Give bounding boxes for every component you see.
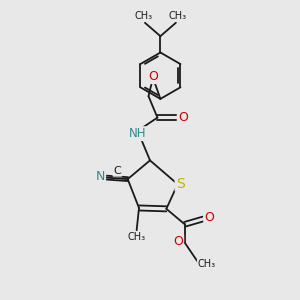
Text: O: O (204, 211, 214, 224)
Text: CH₃: CH₃ (134, 11, 152, 21)
Text: NH: NH (129, 127, 146, 140)
Text: O: O (178, 110, 188, 124)
Text: CH₃: CH₃ (128, 232, 146, 242)
Text: CH₃: CH₃ (198, 259, 216, 269)
Text: S: S (176, 177, 184, 190)
Text: C: C (113, 166, 121, 176)
Text: O: O (148, 70, 158, 83)
Text: N: N (96, 170, 105, 183)
Text: O: O (173, 235, 183, 248)
Text: CH₃: CH₃ (169, 11, 187, 21)
